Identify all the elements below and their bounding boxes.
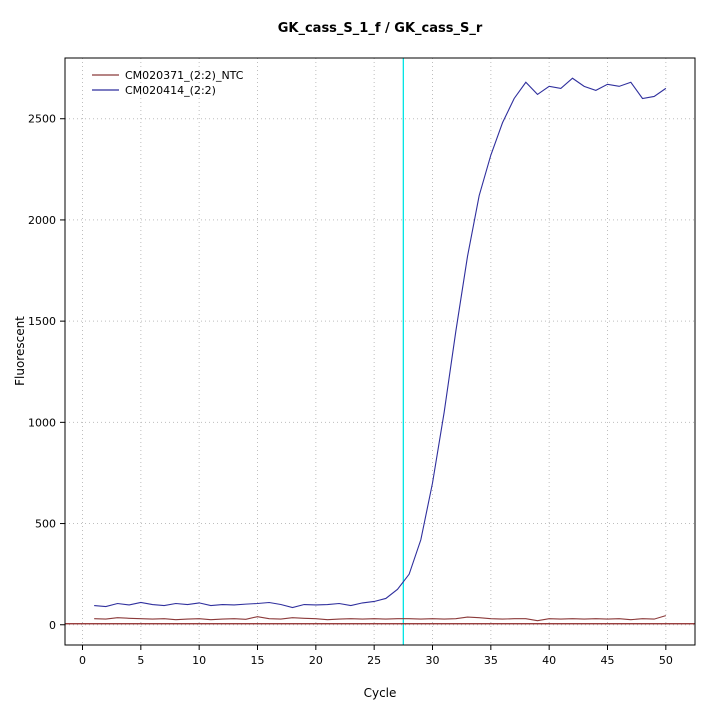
x-tick-label: 5	[137, 654, 144, 667]
legend-label-1: CM020414_(2:2)	[125, 84, 216, 97]
y-tick-label: 2000	[28, 214, 56, 227]
x-tick-label: 20	[309, 654, 323, 667]
plot-box	[64, 57, 696, 646]
y-tick-label: 500	[35, 518, 56, 531]
x-tick-label: 45	[601, 654, 615, 667]
legend: CM020371_(2:2)_NTC CM020414_(2:2)	[92, 69, 244, 97]
x-tick-label: 30	[426, 654, 440, 667]
x-tick-label: 35	[484, 654, 498, 667]
legend-label-0: CM020371_(2:2)_NTC	[125, 69, 244, 82]
x-tick-label: 10	[192, 654, 206, 667]
y-axis-label: Fluorescent	[13, 316, 27, 386]
y-axis: 0 500 1000 1500 2000 2500	[28, 113, 65, 632]
x-tick-label: 40	[542, 654, 556, 667]
chart-title: GK_cass_S_1_f / GK_cass_S_r	[277, 21, 483, 36]
x-axis: 0 5 10 15 20 25 30 35 40 45 50	[79, 645, 673, 667]
x-axis-label: Cycle	[363, 686, 397, 700]
series-line-1	[94, 77, 667, 609]
x-tick-label: 0	[79, 654, 86, 667]
y-tick-label: 2500	[28, 113, 56, 126]
x-tick-label: 15	[251, 654, 265, 667]
series-line-0	[94, 615, 666, 622]
x-tick-label: 50	[659, 654, 673, 667]
x-tick-label: 25	[367, 654, 381, 667]
y-tick-label: 1000	[28, 416, 56, 429]
y-tick-label: 0	[49, 619, 56, 632]
gridlines	[65, 58, 695, 645]
y-tick-label: 1500	[28, 315, 56, 328]
